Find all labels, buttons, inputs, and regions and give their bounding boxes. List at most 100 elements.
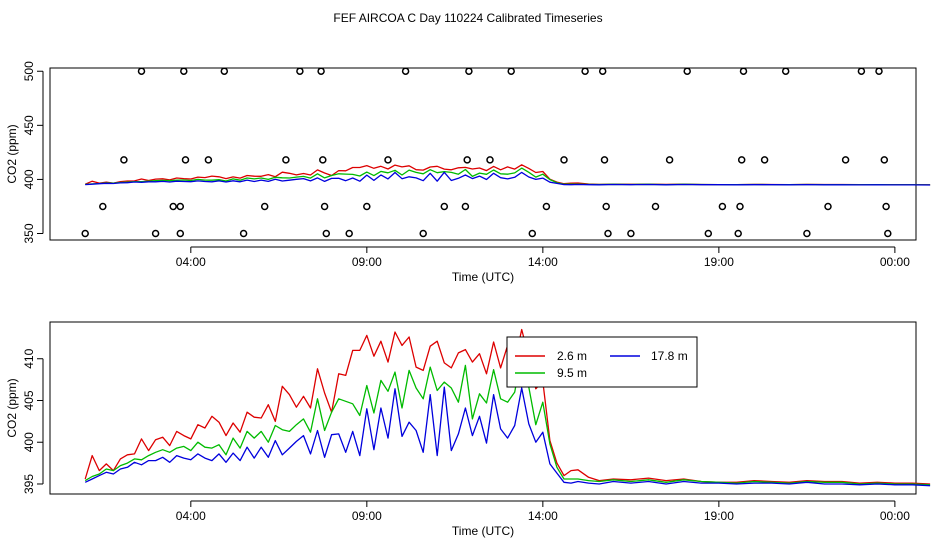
data-point xyxy=(857,67,866,75)
data-point xyxy=(824,202,832,211)
data-point xyxy=(882,202,890,211)
x-tick-label: 09:00 xyxy=(352,509,382,523)
legend-label-2-6m: 2.6 m xyxy=(557,349,587,363)
panel-1-xlabel: Time (UTC) xyxy=(452,270,514,284)
panel-1-y-axis: 350 400 450 500 xyxy=(22,61,44,244)
data-point xyxy=(604,229,612,238)
y-tick-label: 405 xyxy=(22,390,36,410)
x-tick-label: 19:00 xyxy=(704,509,734,523)
data-point xyxy=(260,202,269,211)
data-point xyxy=(81,229,89,238)
panel-1-series xyxy=(84,164,931,186)
data-point xyxy=(384,156,392,164)
data-point xyxy=(440,202,449,211)
data-point xyxy=(99,202,107,211)
data-point xyxy=(137,67,146,75)
data-point xyxy=(760,156,769,164)
data-point xyxy=(598,67,607,75)
legend: 2.6 m 9.5 m 17.8 m xyxy=(506,336,698,388)
data-point xyxy=(486,156,494,164)
data-point xyxy=(220,67,229,75)
y-tick-label: 500 xyxy=(22,61,36,81)
panel-2-xlabel: Time (UTC) xyxy=(452,524,514,538)
data-point xyxy=(465,67,473,75)
data-point xyxy=(239,229,248,238)
data-point xyxy=(718,202,727,211)
x-tick-label: 19:00 xyxy=(704,255,734,269)
legend-label-9-5m: 9.5 m xyxy=(557,366,587,380)
panel-2-y-axis: 395 400 405 410 xyxy=(22,348,44,494)
data-point xyxy=(176,229,185,238)
series-line-3 xyxy=(85,171,931,186)
legend-box xyxy=(506,336,698,388)
data-point xyxy=(841,156,850,164)
panel-1-x-axis: 04:00 09:00 14:00 19:00 00:00 xyxy=(176,246,910,269)
panel-2-series xyxy=(84,328,931,487)
panel-1-ylabel: CO2 (ppm) xyxy=(5,124,19,183)
data-point xyxy=(401,67,410,75)
data-point xyxy=(151,229,160,238)
data-point xyxy=(739,67,748,75)
data-point xyxy=(781,67,790,75)
data-point xyxy=(180,67,188,75)
data-point xyxy=(319,156,327,164)
data-point xyxy=(803,229,811,238)
panel-2-ylabel: CO2 (ppm) xyxy=(5,378,19,437)
data-point xyxy=(181,156,190,164)
data-point xyxy=(296,67,304,75)
data-point xyxy=(204,156,213,164)
panel-2-plot-box xyxy=(49,321,917,495)
data-point xyxy=(120,156,128,164)
y-tick-label: 450 xyxy=(22,115,36,135)
data-point xyxy=(363,202,371,211)
data-point xyxy=(651,202,660,211)
legend-label-17-8m: 17.8 m xyxy=(651,349,688,363)
data-point xyxy=(737,156,746,164)
x-tick-label: 09:00 xyxy=(352,255,382,269)
data-point xyxy=(880,156,889,164)
data-point xyxy=(542,202,551,211)
series-line-2 xyxy=(84,353,931,486)
data-point xyxy=(345,229,353,238)
data-point xyxy=(602,202,610,211)
data-point xyxy=(683,67,691,75)
x-tick-label: 14:00 xyxy=(528,255,558,269)
data-point xyxy=(317,67,325,75)
data-point xyxy=(282,156,290,164)
data-point xyxy=(884,229,892,238)
data-point xyxy=(507,67,515,75)
data-point xyxy=(419,229,427,238)
data-point xyxy=(875,67,883,75)
y-tick-label: 400 xyxy=(22,169,36,189)
y-tick-label: 350 xyxy=(22,223,36,243)
data-point xyxy=(627,229,635,238)
data-point xyxy=(581,67,589,75)
panel-1-plot-box xyxy=(49,67,917,241)
panel-2-x-axis: 04:00 09:00 14:00 19:00 00:00 xyxy=(176,500,910,523)
panel-1: 04:00 09:00 14:00 19:00 00:00 350 400 450 500 T… xyxy=(5,61,931,284)
data-point xyxy=(704,229,713,238)
page-title: FEF AIRCOA C Day 110224 Calibrated Times… xyxy=(333,11,602,25)
data-point xyxy=(463,156,471,164)
data-point xyxy=(560,156,568,164)
data-point xyxy=(734,229,742,238)
x-tick-label: 14:00 xyxy=(528,509,558,523)
y-tick-label: 410 xyxy=(22,348,36,368)
x-tick-label: 00:00 xyxy=(880,255,910,269)
data-point xyxy=(461,202,470,211)
series-line-1 xyxy=(84,328,931,485)
data-point xyxy=(600,156,609,164)
data-point xyxy=(528,229,537,238)
panel-1-points xyxy=(81,67,892,238)
data-point xyxy=(665,156,674,164)
data-point xyxy=(176,202,185,211)
x-tick-label: 00:00 xyxy=(880,509,910,523)
x-tick-label: 04:00 xyxy=(176,509,206,523)
y-tick-label: 395 xyxy=(22,474,36,494)
data-point xyxy=(322,229,331,238)
series-line-3 xyxy=(84,386,931,487)
data-point xyxy=(320,202,329,211)
y-tick-label: 400 xyxy=(22,432,36,452)
x-tick-label: 04:00 xyxy=(176,255,206,269)
